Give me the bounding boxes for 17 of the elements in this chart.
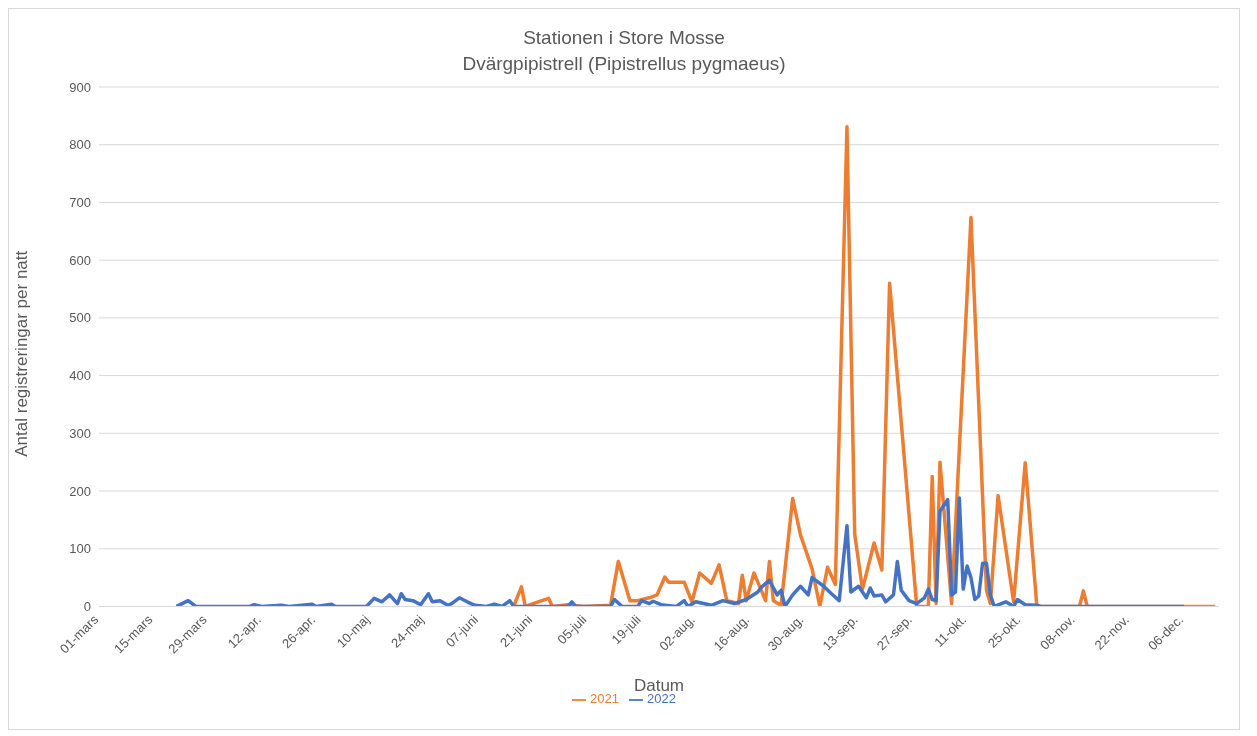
chart-subtitle: Dvärgpipistrell (Pipistrellus pygmaeus): [461, 52, 787, 76]
y-tick-label: 800: [69, 137, 91, 153]
chart-title: Stationen i Store Mosse: [522, 26, 726, 50]
y-tick-label: 300: [69, 425, 91, 441]
y-tick-label: 100: [69, 541, 91, 557]
y-tick-label: 200: [69, 483, 91, 499]
y-tick-label: 600: [69, 252, 91, 268]
y-tick-label: 0: [83, 599, 91, 615]
line-series: [174, 496, 1186, 607]
y-tick-label: 400: [69, 368, 91, 384]
y-tick-label: 900: [69, 79, 91, 95]
y-tick-label: 700: [69, 195, 91, 211]
legend-label: 2022: [647, 691, 676, 707]
line-series: [511, 125, 1217, 607]
y-axis-title: Antal registreringar per natt: [12, 250, 32, 457]
y-tick-label: 500: [69, 310, 91, 326]
legend-label: 2021: [590, 691, 619, 707]
